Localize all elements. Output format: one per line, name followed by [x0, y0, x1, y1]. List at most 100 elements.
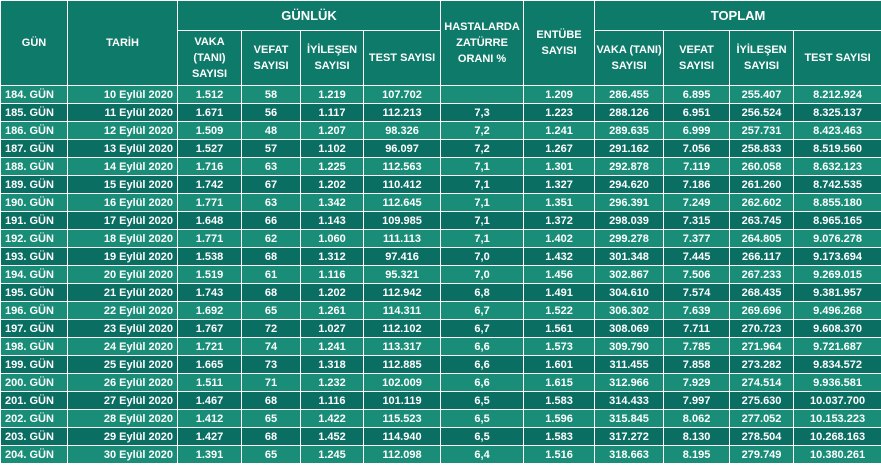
cell-gunluk-iyilesen: 1.452	[300, 427, 364, 446]
cell-toplam-test: 10.380.261	[793, 445, 881, 464]
cell-toplam-test: 9.076.278	[793, 229, 881, 248]
header-gun: GÜN	[0, 0, 68, 86]
cell-toplam-test: 9.269.015	[793, 265, 881, 284]
cell-toplam-vaka: 308.069	[594, 319, 665, 338]
cell-tarih: 13 Eylül 2020	[67, 139, 178, 158]
cell-gunluk-iyilesen: 1.342	[300, 193, 364, 212]
cell-gunluk-vefat: 63	[241, 157, 301, 176]
cell-gunluk-test: 113.317	[362, 337, 442, 356]
cell-gunluk-iyilesen: 1.202	[300, 175, 364, 194]
cell-toplam-vaka: 302.867	[594, 265, 665, 284]
cell-gunluk-iyilesen: 1.060	[300, 229, 364, 248]
table-row: 198. GÜN 24 Eylül 2020 1.721 74 1.241 113.317…	[0, 337, 881, 356]
cell-gun: 191. GÜN	[0, 211, 68, 230]
table-row: 199. GÜN 25 Eylül 2020 1.665 73 1.318 112.885…	[0, 355, 881, 374]
cell-toplam-vefat: 6.999	[663, 121, 731, 140]
cell-entube: 1.402	[523, 229, 596, 248]
table-row: 194. GÜN 20 Eylül 2020 1.519 61 1.116 95.321 7…	[0, 265, 881, 284]
cell-gunluk-vaka: 1.512	[177, 85, 242, 104]
cell-gun: 189. GÜN	[0, 175, 68, 194]
cell-zaturre-orani	[440, 85, 525, 104]
cell-toplam-test: 9.608.370	[793, 319, 881, 338]
cell-toplam-test: 8.325.137	[793, 103, 881, 122]
cell-toplam-iyilesen: 264.805	[729, 229, 795, 248]
cell-gunluk-vaka: 1.427	[177, 427, 242, 446]
header-gunluk-iyilesen: İYİLEŞEN SAYISI	[300, 30, 364, 86]
table-row: 204. GÜN 30 Eylül 2020 1.391 65 1.245 112.098…	[0, 445, 881, 464]
table-row: 200. GÜN 26 Eylül 2020 1.511 71 1.232 102.009…	[0, 373, 881, 392]
cell-entube: 1.209	[523, 85, 596, 104]
cell-toplam-vefat: 8.195	[663, 445, 731, 464]
cell-toplam-vefat: 7.119	[663, 157, 731, 176]
cell-tarih: 12 Eylül 2020	[67, 121, 178, 140]
header-gunluk-vaka: VAKA (TANI) SAYISI	[177, 30, 242, 86]
cell-toplam-vaka: 315.845	[594, 409, 665, 428]
table-row: 191. GÜN 17 Eylül 2020 1.648 66 1.143 109.985…	[0, 211, 881, 230]
cell-gunluk-iyilesen: 1.116	[300, 265, 364, 284]
cell-toplam-vefat: 6.951	[663, 103, 731, 122]
cell-tarih: 16 Eylül 2020	[67, 193, 178, 212]
cell-gunluk-test: 95.321	[362, 265, 442, 284]
cell-gunluk-vaka: 1.716	[177, 157, 242, 176]
cell-gunluk-vefat: 68	[241, 247, 301, 266]
cell-gunluk-vaka: 1.648	[177, 211, 242, 230]
header-toplam-test: TEST SAYISI	[793, 30, 881, 86]
cell-zaturre-orani: 7,0	[440, 247, 525, 266]
cell-toplam-vefat: 7.315	[663, 211, 731, 230]
cell-gunluk-iyilesen: 1.312	[300, 247, 364, 266]
cell-gunluk-vefat: 68	[241, 427, 301, 446]
cell-toplam-test: 8.212.924	[793, 85, 881, 104]
cell-toplam-vaka: 301.348	[594, 247, 665, 266]
cell-gunluk-iyilesen: 1.422	[300, 409, 364, 428]
cell-gunluk-iyilesen: 1.102	[300, 139, 364, 158]
cell-toplam-test: 8.423.463	[793, 121, 881, 140]
cell-gunluk-vaka: 1.671	[177, 103, 242, 122]
cell-toplam-vefat: 7.574	[663, 283, 731, 302]
cell-zaturre-orani: 7,1	[440, 193, 525, 212]
cell-zaturre-orani: 6,6	[440, 355, 525, 374]
cell-zaturre-orani: 7,1	[440, 229, 525, 248]
cell-toplam-iyilesen: 262.602	[729, 193, 795, 212]
cell-gun: 197. GÜN	[0, 319, 68, 338]
cell-gunluk-vefat: 67	[241, 175, 301, 194]
cell-gunluk-vefat: 72	[241, 319, 301, 338]
cell-entube: 1.615	[523, 373, 596, 392]
header-tarih: TARİH	[67, 0, 178, 86]
cell-gunluk-vefat: 56	[241, 103, 301, 122]
cell-gunluk-vefat: 61	[241, 265, 301, 284]
cell-gunluk-test: 96.097	[362, 139, 442, 158]
cell-toplam-test: 8.742.535	[793, 175, 881, 194]
cell-toplam-vaka: 288.126	[594, 103, 665, 122]
cell-toplam-iyilesen: 279.749	[729, 445, 795, 464]
cell-toplam-test: 9.496.268	[793, 301, 881, 320]
cell-entube: 1.522	[523, 301, 596, 320]
cell-gun: 192. GÜN	[0, 229, 68, 248]
cell-tarih: 15 Eylül 2020	[67, 175, 178, 194]
cell-gun: 193. GÜN	[0, 247, 68, 266]
cell-entube: 1.351	[523, 193, 596, 212]
cell-gunluk-iyilesen: 1.202	[300, 283, 364, 302]
cell-gunluk-vaka: 1.743	[177, 283, 242, 302]
cell-toplam-vefat: 7.711	[663, 319, 731, 338]
cell-toplam-vaka: 309.790	[594, 337, 665, 356]
cell-toplam-iyilesen: 255.407	[729, 85, 795, 104]
cell-gunluk-vefat: 63	[241, 193, 301, 212]
cell-toplam-vaka: 314.433	[594, 391, 665, 410]
cell-toplam-vefat: 7.249	[663, 193, 731, 212]
table-row: 184. GÜN 10 Eylül 2020 1.512 58 1.219 107.702…	[0, 85, 881, 104]
table-row: 189. GÜN 15 Eylül 2020 1.742 67 1.202 110.412…	[0, 175, 881, 194]
cell-gunluk-vefat: 58	[241, 85, 301, 104]
cell-gunluk-vaka: 1.771	[177, 193, 242, 212]
cell-entube: 1.327	[523, 175, 596, 194]
cell-toplam-vaka: 289.635	[594, 121, 665, 140]
cell-toplam-vefat: 8.062	[663, 409, 731, 428]
header-gunluk-vefat: VEFAT SAYISI	[241, 30, 301, 86]
cell-toplam-vaka: 296.391	[594, 193, 665, 212]
cell-zaturre-orani: 7,2	[440, 121, 525, 140]
cell-tarih: 14 Eylül 2020	[67, 157, 178, 176]
cell-toplam-iyilesen: 269.696	[729, 301, 795, 320]
cell-entube: 1.601	[523, 355, 596, 374]
cell-entube: 1.596	[523, 409, 596, 428]
cell-entube: 1.432	[523, 247, 596, 266]
cell-toplam-vaka: 311.455	[594, 355, 665, 374]
